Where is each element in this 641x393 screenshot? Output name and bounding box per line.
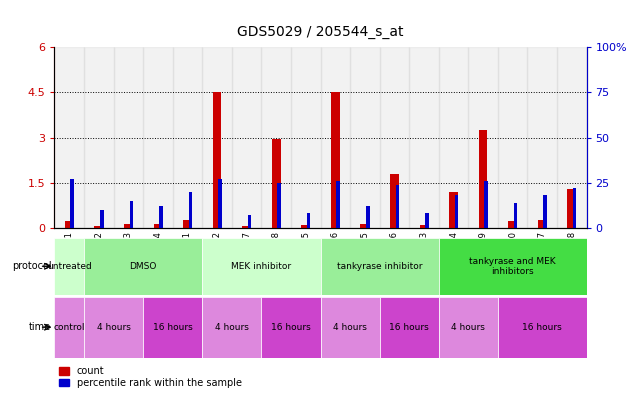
- Bar: [438, 47, 469, 228]
- Text: 16 hours: 16 hours: [522, 323, 562, 332]
- FancyBboxPatch shape: [379, 297, 438, 358]
- Text: tankyrase and MEK
inhibitors: tankyrase and MEK inhibitors: [469, 257, 556, 276]
- Text: 16 hours: 16 hours: [389, 323, 429, 332]
- Text: protocol: protocol: [12, 261, 51, 271]
- Bar: [449, 192, 458, 228]
- Text: control: control: [53, 323, 85, 332]
- Bar: [213, 92, 222, 228]
- Bar: [557, 47, 587, 228]
- Bar: [183, 220, 192, 228]
- Bar: [113, 47, 143, 228]
- Bar: [360, 224, 369, 228]
- Bar: [153, 224, 162, 228]
- FancyBboxPatch shape: [203, 238, 320, 295]
- Bar: [143, 47, 172, 228]
- FancyBboxPatch shape: [320, 238, 438, 295]
- Text: 4 hours: 4 hours: [215, 323, 249, 332]
- FancyBboxPatch shape: [54, 238, 84, 295]
- Bar: [479, 130, 488, 228]
- Bar: [84, 47, 113, 228]
- Bar: [262, 47, 291, 228]
- Bar: [425, 213, 429, 228]
- Bar: [514, 203, 517, 228]
- Bar: [159, 206, 163, 228]
- Bar: [301, 225, 310, 228]
- FancyBboxPatch shape: [84, 297, 143, 358]
- Bar: [337, 181, 340, 228]
- Bar: [291, 47, 320, 228]
- Bar: [538, 220, 547, 228]
- Bar: [395, 185, 399, 228]
- FancyBboxPatch shape: [438, 297, 498, 358]
- Bar: [390, 174, 399, 228]
- FancyBboxPatch shape: [54, 297, 84, 358]
- Bar: [129, 201, 133, 228]
- Text: 16 hours: 16 hours: [271, 323, 311, 332]
- FancyBboxPatch shape: [143, 297, 203, 358]
- Bar: [379, 47, 409, 228]
- Bar: [320, 47, 350, 228]
- Bar: [331, 92, 340, 228]
- Bar: [71, 179, 74, 228]
- Bar: [484, 181, 488, 228]
- Bar: [100, 210, 104, 228]
- Text: time: time: [29, 322, 51, 332]
- Bar: [454, 195, 458, 228]
- Bar: [544, 195, 547, 228]
- Bar: [508, 221, 517, 228]
- FancyBboxPatch shape: [203, 297, 262, 358]
- Bar: [248, 215, 251, 228]
- Bar: [65, 221, 74, 228]
- Bar: [573, 188, 576, 228]
- Bar: [278, 183, 281, 228]
- Legend: count, percentile rank within the sample: count, percentile rank within the sample: [60, 366, 242, 388]
- Bar: [272, 139, 281, 228]
- FancyBboxPatch shape: [320, 297, 379, 358]
- Bar: [419, 225, 428, 228]
- Bar: [567, 189, 576, 228]
- Text: untreated: untreated: [47, 262, 92, 271]
- Text: 16 hours: 16 hours: [153, 323, 192, 332]
- Bar: [188, 192, 192, 228]
- Bar: [409, 47, 438, 228]
- Bar: [124, 224, 133, 228]
- Text: MEK inhibitor: MEK inhibitor: [231, 262, 292, 271]
- Text: GDS5029 / 205544_s_at: GDS5029 / 205544_s_at: [237, 25, 404, 39]
- FancyBboxPatch shape: [84, 238, 203, 295]
- Bar: [218, 179, 222, 228]
- Bar: [366, 206, 370, 228]
- Bar: [307, 213, 310, 228]
- Bar: [528, 47, 557, 228]
- Bar: [350, 47, 379, 228]
- FancyBboxPatch shape: [262, 297, 320, 358]
- Bar: [94, 226, 103, 228]
- Text: 4 hours: 4 hours: [451, 323, 485, 332]
- Text: DMSO: DMSO: [129, 262, 157, 271]
- FancyBboxPatch shape: [498, 297, 587, 358]
- Text: tankyrase inhibitor: tankyrase inhibitor: [337, 262, 422, 271]
- Bar: [203, 47, 232, 228]
- Text: 4 hours: 4 hours: [97, 323, 131, 332]
- FancyBboxPatch shape: [438, 238, 587, 295]
- Bar: [172, 47, 203, 228]
- Bar: [498, 47, 528, 228]
- Bar: [54, 47, 84, 228]
- Text: 4 hours: 4 hours: [333, 323, 367, 332]
- Bar: [469, 47, 498, 228]
- Bar: [232, 47, 262, 228]
- Bar: [242, 226, 251, 228]
